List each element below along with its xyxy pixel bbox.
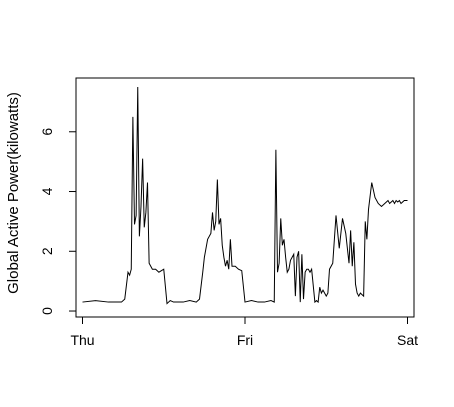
series-line [82,86,408,305]
y-tick-label: 6 [39,128,55,136]
x-tick-label-sat: Sat [397,332,418,348]
x-tick-label-fri: Fri [237,332,253,348]
x-axis: Thu Fri Sat [70,316,418,348]
x-tick-label-thu: Thu [70,332,94,348]
y-tick-label: 4 [39,187,55,195]
y-tick-label: 0 [39,307,55,315]
y-axis: 0 2 4 6 [39,128,77,315]
y-axis-label: Global Active Power(kilowatts) [5,92,22,294]
y-tick-label: 2 [39,247,55,255]
